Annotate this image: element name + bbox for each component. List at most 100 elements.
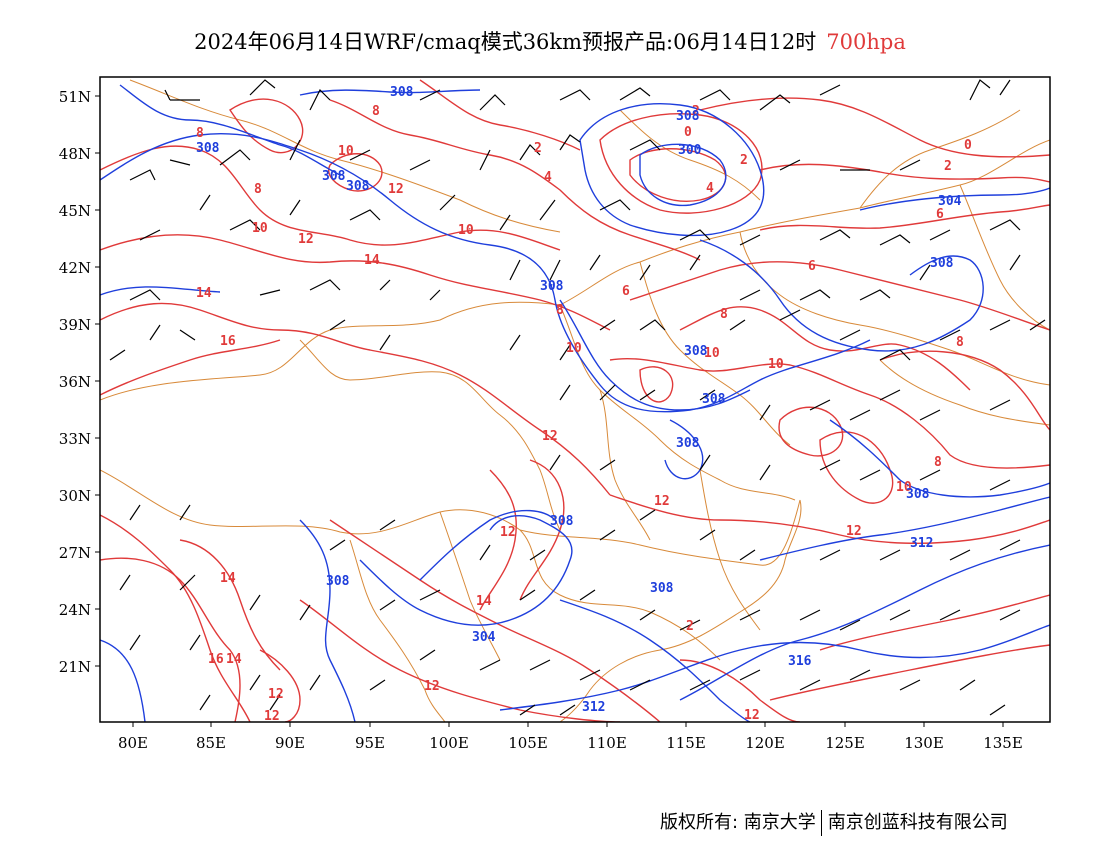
height-label: 308 (676, 436, 700, 451)
height-label: 308 (346, 179, 370, 194)
temp-label: 8 (196, 126, 204, 141)
lat-label: 21N (59, 658, 91, 676)
temp-label: 12 (298, 232, 314, 247)
temp-label: 10 (458, 223, 474, 238)
lat-label: 45N (59, 202, 91, 220)
lat-label: 48N (59, 145, 91, 163)
temp-label: 10 (338, 144, 354, 159)
height-contours (100, 84, 1050, 722)
height-label: 308 (676, 109, 700, 124)
lon-label: 80E (118, 734, 148, 752)
lon-label: 105E (508, 734, 548, 752)
temp-label: 12 (654, 494, 670, 509)
height-label: 308 (930, 256, 954, 271)
lon-label: 120E (745, 734, 785, 752)
height-label: 300 (678, 143, 702, 158)
tick-marks (95, 95, 1004, 727)
temp-label: 8 (254, 182, 262, 197)
copyright-partner: 南京创蓝科技有限公司 (827, 812, 1008, 833)
latitude-axis: 51N 48N 45N 42N 39N 36N 33N 30N 27N 24N … (59, 88, 91, 676)
lat-label: 51N (59, 88, 91, 106)
temp-label: 12 (424, 679, 440, 694)
height-label: 308 (196, 141, 220, 156)
temp-label: 12 (846, 524, 862, 539)
lon-label: 85E (196, 734, 226, 752)
temp-label: 14 (220, 571, 236, 586)
lat-label: 33N (59, 430, 91, 448)
lat-label: 39N (59, 316, 91, 334)
temp-label: 8 (934, 455, 942, 470)
temp-label: 8 (556, 303, 564, 318)
temp-label: 14 (364, 253, 380, 268)
height-label: 308 (702, 392, 726, 407)
lon-label: 125E (825, 734, 865, 752)
temp-label: 14 (226, 652, 242, 667)
temp-label: 8 (372, 104, 380, 119)
temp-label: 2 (692, 104, 700, 119)
lon-label: 135E (983, 734, 1023, 752)
lon-label: 130E (904, 734, 944, 752)
temp-label: 16 (208, 652, 224, 667)
temp-label: 4 (706, 181, 714, 196)
temp-label: 12 (388, 182, 404, 197)
temperature-labels: 8 8 10 8 12 10 12 14 14 10 16 2 2 0 2 4 … (196, 104, 972, 724)
height-label: 304 (472, 630, 496, 645)
lon-label: 100E (429, 734, 469, 752)
copyright-owner: 版权所有: 南京大学 (660, 812, 816, 833)
height-label: 316 (788, 654, 812, 669)
lon-label: 95E (355, 734, 385, 752)
lat-label: 27N (59, 544, 91, 562)
boundary-lines (100, 79, 1050, 722)
temp-label: 14 (476, 594, 492, 609)
height-label: 312 (910, 536, 933, 551)
temp-label: 10 (252, 221, 268, 236)
plot-frame (99, 76, 1051, 723)
temp-label: 2 (686, 619, 694, 634)
temp-label: 4 (544, 170, 552, 185)
height-label: 308 (650, 581, 674, 596)
temp-label: 10 (768, 357, 784, 372)
temp-label: 2 (534, 141, 542, 156)
temp-label: 8 (720, 307, 728, 322)
temp-label: 12 (542, 429, 558, 444)
lon-label: 110E (587, 734, 627, 752)
height-label: 308 (390, 85, 414, 100)
temp-label: 10 (896, 480, 912, 495)
temperature-contours (100, 79, 1050, 722)
title-main: 2024年06月14日WRF/cmaq模式36km预报产品:06月14日12时 (194, 30, 817, 54)
lat-label: 42N (59, 259, 91, 277)
copyright-footer: 版权所有: 南京大学 南京创蓝科技有限公司 (660, 808, 1008, 836)
height-label: 308 (540, 279, 564, 294)
temp-label: 14 (196, 286, 212, 301)
height-label: 308 (550, 514, 574, 529)
temp-label: 6 (808, 259, 816, 274)
lon-label: 115E (666, 734, 706, 752)
temp-label: 12 (264, 709, 280, 724)
height-label: 308 (322, 169, 346, 184)
height-label: 308 (906, 487, 930, 502)
temp-label: 6 (622, 284, 630, 299)
longitude-axis: 80E 85E 90E 95E 100E 105E 110E 115E 120E… (118, 734, 1023, 752)
temp-label: 0 (684, 125, 692, 140)
lon-label: 90E (275, 734, 305, 752)
temp-label: 2 (944, 159, 952, 174)
height-labels: 308 308 308 308 308 304 300 308 308 308 … (196, 85, 962, 715)
temp-label: 6 (936, 207, 944, 222)
temp-label: 2 (740, 153, 748, 168)
height-label: 304 (938, 194, 962, 209)
temp-label: 12 (744, 708, 760, 723)
temp-label: 10 (704, 346, 720, 361)
height-label: 308 (326, 574, 350, 589)
temp-label: 8 (956, 335, 964, 350)
lat-label: 24N (59, 601, 91, 619)
temp-label: 12 (268, 687, 284, 702)
lat-label: 36N (59, 373, 91, 391)
height-label: 312 (582, 700, 605, 715)
map-title: 2024年06月14日WRF/cmaq模式36km预报产品:06月14日12时 7… (0, 26, 1100, 56)
temp-label: 12 (500, 525, 516, 540)
temp-label: 16 (220, 334, 236, 349)
height-label: 308 (684, 344, 708, 359)
temp-label: 0 (964, 138, 972, 153)
temp-label: 10 (566, 341, 582, 356)
